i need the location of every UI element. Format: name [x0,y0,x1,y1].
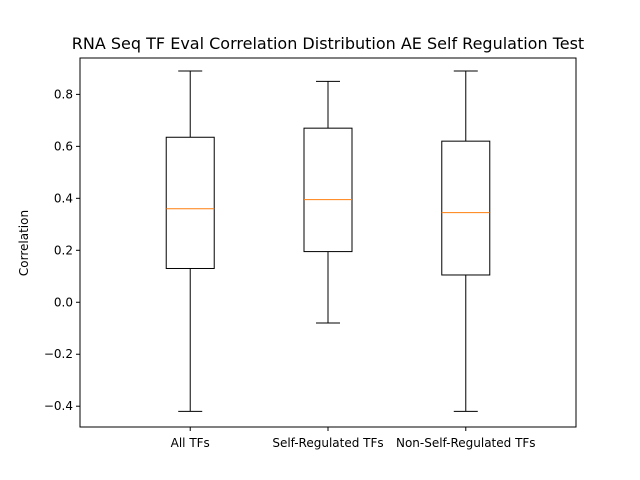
y-tick-label: −0.4 [44,399,73,413]
y-tick-label: 0.4 [54,191,73,205]
y-tick-label: 0.0 [54,295,73,309]
x-tick-label: Non-Self-Regulated TFs [396,436,536,450]
y-tick-label: 0.6 [54,139,73,153]
x-tick-label: All TFs [171,436,210,450]
y-tick-label: 0.2 [54,243,73,257]
plot-marks: −0.4 −0.2 0.0 0.2 0.4 0.6 0.8 All TFs Self-Regul… [44,70,536,450]
y-tick-label: 0.8 [54,87,73,101]
y-axis-label: Correlation [17,210,31,276]
plot-frame [79,57,577,428]
box-iqr [441,140,491,276]
chart-title: RNA Seq TF Eval Correlation Distribution… [72,34,584,53]
y-tick-label: −0.2 [44,347,73,361]
box-iqr [165,136,215,269]
box-iqr [303,127,353,253]
x-tick-label: Self-Regulated TFs [272,436,383,450]
